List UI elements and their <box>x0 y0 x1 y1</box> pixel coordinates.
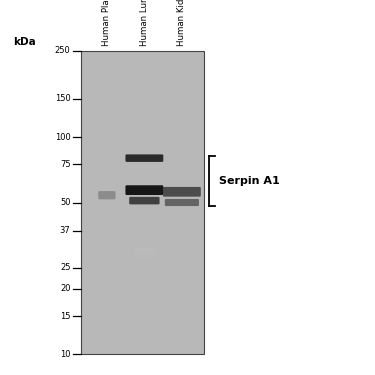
Text: 15: 15 <box>60 312 70 321</box>
FancyBboxPatch shape <box>165 199 199 206</box>
Text: Human Lung: Human Lung <box>140 0 149 46</box>
Text: Human Plasma: Human Plasma <box>102 0 111 46</box>
FancyBboxPatch shape <box>133 248 156 254</box>
Text: 37: 37 <box>60 226 70 236</box>
Text: Serpin A1: Serpin A1 <box>219 176 280 186</box>
Text: 150: 150 <box>55 94 70 104</box>
Text: 250: 250 <box>55 46 70 55</box>
Text: 50: 50 <box>60 198 70 207</box>
Bar <box>81 51 204 354</box>
FancyBboxPatch shape <box>135 255 154 260</box>
Text: 100: 100 <box>55 133 70 142</box>
FancyBboxPatch shape <box>163 187 201 196</box>
Text: Human Kidney: Human Kidney <box>177 0 186 46</box>
FancyBboxPatch shape <box>129 197 160 204</box>
Text: 10: 10 <box>60 350 70 359</box>
Text: 20: 20 <box>60 285 70 294</box>
Text: kDa: kDa <box>13 37 36 47</box>
Text: 25: 25 <box>60 263 70 272</box>
FancyBboxPatch shape <box>125 185 164 195</box>
Text: 75: 75 <box>60 160 70 169</box>
FancyBboxPatch shape <box>125 154 164 162</box>
FancyBboxPatch shape <box>98 191 116 200</box>
